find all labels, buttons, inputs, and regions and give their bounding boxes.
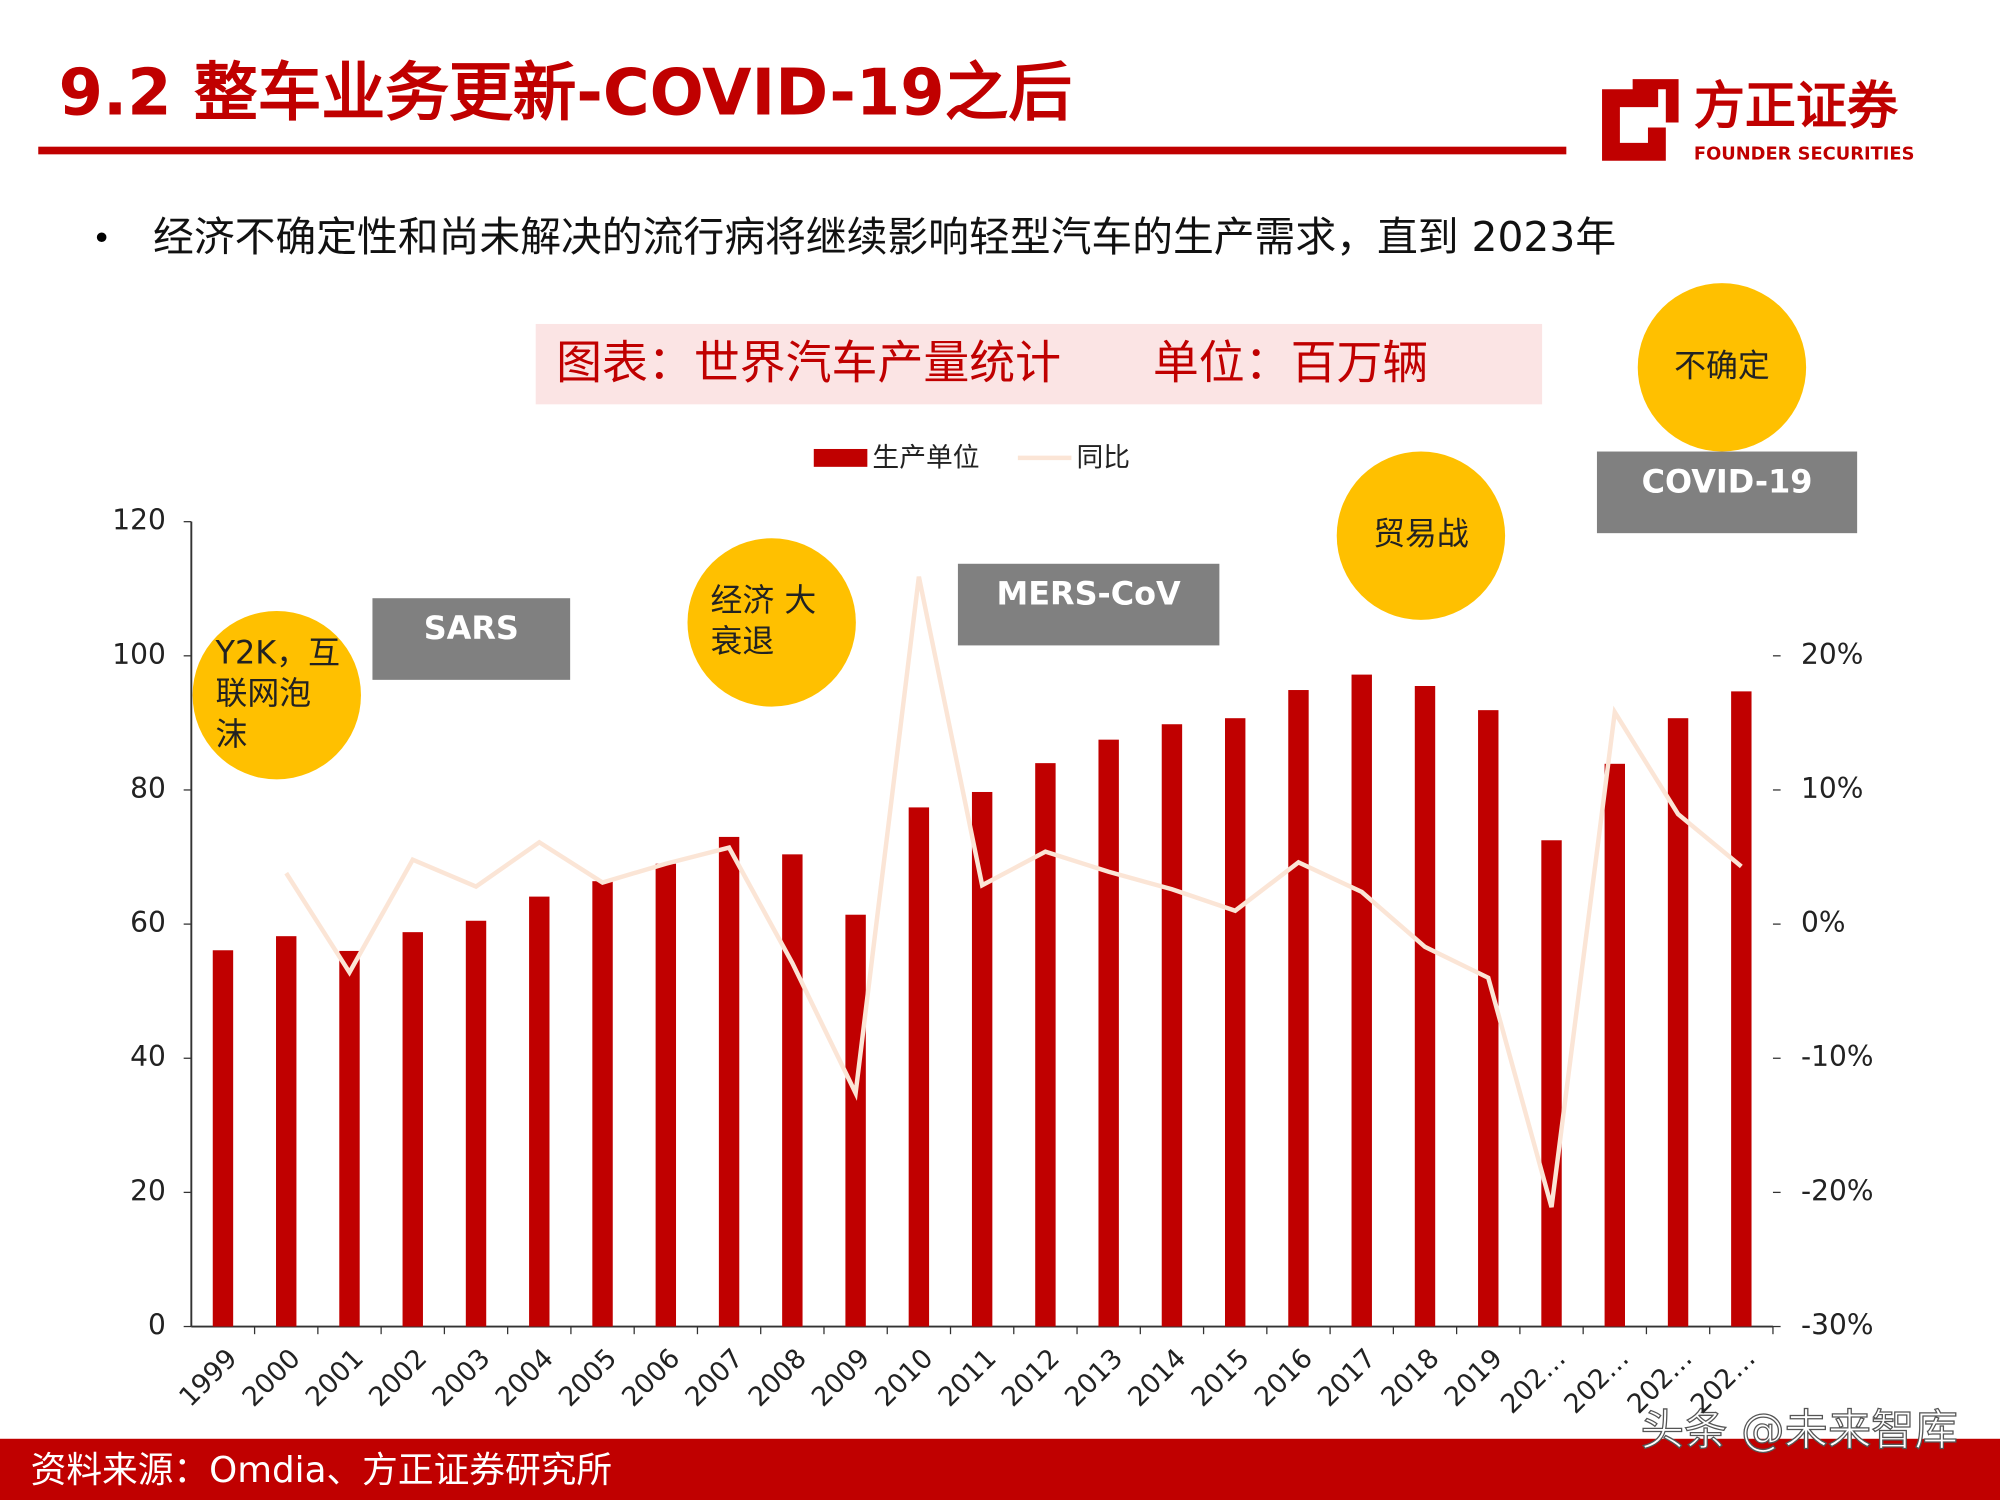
bullet-text: 经济不确定性和尚未解决的流行病将继续影响轻型汽车的生产需求，直到 2023年 xyxy=(153,213,1616,261)
bar xyxy=(1478,710,1499,1327)
annotation-circle xyxy=(192,610,361,780)
bar xyxy=(655,863,677,1327)
logo-mark xyxy=(1602,79,1679,161)
bar xyxy=(1288,690,1309,1327)
bar xyxy=(971,791,993,1327)
annotation-text: 联网泡 xyxy=(216,674,312,712)
x-tick-label: 1999 xyxy=(173,1343,243,1413)
x-tick-label: 2016 xyxy=(1249,1343,1319,1413)
bar xyxy=(1541,840,1562,1327)
x-tick-label: 202… xyxy=(1558,1343,1635,1420)
annotation-text: 经济 大 xyxy=(710,581,816,619)
watermark: 头条 @未来智库 xyxy=(1641,1406,1958,1456)
bullet-dot: • xyxy=(92,218,112,257)
footer-source: 资料来源：Omdia、方正证券研究所 xyxy=(31,1450,612,1491)
annotation-circle xyxy=(1637,283,1807,452)
x-tick-label: 2003 xyxy=(426,1343,496,1413)
x-tick-label: 2015 xyxy=(1186,1343,1256,1413)
slide-title: 9.2 整车业务更新-COVID-19之后 xyxy=(59,57,1072,131)
footer-bar xyxy=(0,1438,2000,1500)
bar xyxy=(1161,724,1183,1327)
legend-label: 同比 xyxy=(1077,443,1131,474)
annotation-text: 不确定 xyxy=(1674,346,1770,384)
x-tick-label: 2001 xyxy=(300,1343,370,1413)
chart-title: 图表：世界汽车产量统计 单位：百万辆 xyxy=(556,336,1428,390)
title-rule xyxy=(38,146,1567,155)
bar xyxy=(718,836,740,1327)
y-tick-label: 0 xyxy=(148,1309,166,1342)
x-tick-label: 2007 xyxy=(679,1343,749,1413)
annotation-text: COVID-19 xyxy=(1642,462,1813,500)
line xyxy=(284,576,1743,1208)
y2-tick-label: 10% xyxy=(1801,772,1863,805)
bar xyxy=(339,950,360,1327)
bar xyxy=(529,896,550,1327)
y-tick-label: 60 xyxy=(130,906,166,939)
bar xyxy=(908,807,930,1327)
legend-swatch xyxy=(813,448,868,467)
bar xyxy=(782,854,803,1327)
logo-cn: 方正证券 xyxy=(1694,78,1899,137)
bar xyxy=(1414,686,1436,1327)
logo-en: FOUNDER SECURITIES xyxy=(1694,143,1915,164)
x-tick-label: 2005 xyxy=(553,1343,623,1413)
x-tick-label: 2017 xyxy=(1312,1343,1382,1413)
annotation-text: 贸易战 xyxy=(1373,515,1469,553)
bar xyxy=(1731,691,1752,1327)
x-tick-label: 2004 xyxy=(490,1343,560,1413)
y-tick-label: 120 xyxy=(112,504,166,537)
x-tick-label: 2002 xyxy=(363,1343,433,1413)
bar xyxy=(276,936,297,1327)
y2-tick-label: 0% xyxy=(1801,906,1846,939)
bar xyxy=(1604,763,1625,1327)
x-tick-label: 202… xyxy=(1495,1343,1572,1420)
annotation-circle xyxy=(1336,451,1506,620)
bar xyxy=(845,914,866,1327)
x-tick-label: 2013 xyxy=(1059,1343,1129,1413)
y2-tick-label: 20% xyxy=(1801,638,1863,671)
x-tick-label: 2014 xyxy=(1122,1343,1192,1413)
x-tick-label: 2010 xyxy=(869,1343,939,1413)
bar xyxy=(1098,739,1119,1327)
chart-title-box xyxy=(535,323,1543,405)
y-tick-label: 100 xyxy=(112,638,166,671)
x-tick-label: 2009 xyxy=(806,1343,876,1413)
x-tick-label: 2008 xyxy=(743,1343,813,1413)
y-tick-label: 20 xyxy=(130,1174,166,1207)
y-tick-label: 80 xyxy=(130,772,166,805)
bar xyxy=(465,920,487,1327)
bar xyxy=(212,950,234,1327)
annotation-text: 衰退 xyxy=(710,622,774,660)
y2-tick-label: -20% xyxy=(1801,1174,1873,1207)
bar xyxy=(402,932,423,1327)
bar xyxy=(1225,718,1246,1327)
bar xyxy=(592,881,613,1327)
x-tick-label: 2006 xyxy=(616,1343,686,1413)
annotation-box xyxy=(957,563,1220,646)
y-tick-label: 40 xyxy=(130,1040,166,1073)
annotation-text: SARS xyxy=(424,609,519,647)
y2-tick-label: -10% xyxy=(1801,1040,1873,1073)
bar xyxy=(1351,674,1372,1327)
annotation-text: 沫 xyxy=(216,715,248,753)
bar xyxy=(1667,718,1689,1327)
x-tick-label: 2012 xyxy=(996,1343,1066,1413)
legend-label: 生产单位 xyxy=(872,443,979,474)
annotation-text: Y2K，互 xyxy=(215,633,340,671)
bar xyxy=(1035,763,1056,1327)
annotation-box xyxy=(1596,451,1858,534)
x-tick-label: 2018 xyxy=(1375,1343,1445,1413)
y2-tick-label: -30% xyxy=(1801,1309,1873,1342)
annotation-text: MERS-CoV xyxy=(997,575,1182,613)
annotation-circle xyxy=(687,538,856,707)
annotation-box xyxy=(372,598,571,680)
x-tick-label: 2000 xyxy=(237,1343,307,1413)
x-tick-label: 2011 xyxy=(933,1343,1003,1413)
